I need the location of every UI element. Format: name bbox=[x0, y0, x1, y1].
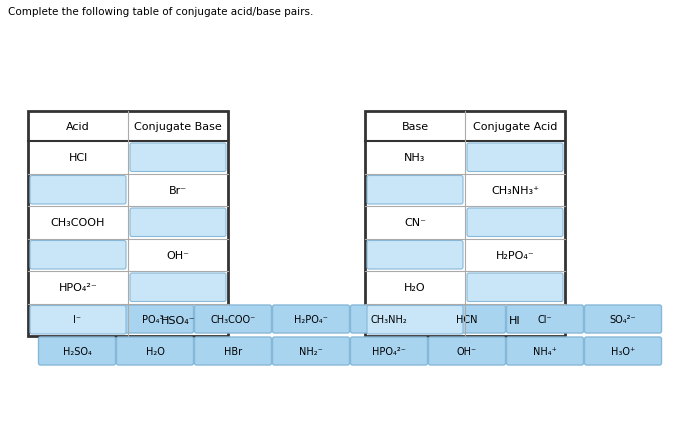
FancyBboxPatch shape bbox=[272, 337, 349, 365]
FancyBboxPatch shape bbox=[584, 337, 662, 365]
FancyBboxPatch shape bbox=[195, 305, 272, 333]
Text: Conjugate Base: Conjugate Base bbox=[134, 122, 222, 132]
FancyBboxPatch shape bbox=[195, 337, 272, 365]
FancyBboxPatch shape bbox=[351, 305, 428, 333]
Text: Conjugate Acid: Conjugate Acid bbox=[473, 122, 557, 132]
FancyBboxPatch shape bbox=[351, 337, 428, 365]
FancyBboxPatch shape bbox=[272, 305, 349, 333]
Bar bbox=[365, 112, 565, 336]
FancyBboxPatch shape bbox=[30, 241, 126, 269]
Text: Base: Base bbox=[401, 122, 428, 132]
FancyBboxPatch shape bbox=[467, 144, 563, 172]
FancyBboxPatch shape bbox=[367, 176, 463, 204]
Text: HPO₄²⁻: HPO₄²⁻ bbox=[59, 282, 97, 293]
FancyBboxPatch shape bbox=[367, 306, 463, 334]
FancyBboxPatch shape bbox=[30, 306, 126, 334]
FancyBboxPatch shape bbox=[507, 337, 584, 365]
FancyBboxPatch shape bbox=[467, 273, 563, 302]
FancyBboxPatch shape bbox=[38, 337, 116, 365]
Text: OH⁻: OH⁻ bbox=[457, 346, 477, 356]
FancyBboxPatch shape bbox=[130, 273, 226, 302]
Text: Cl⁻: Cl⁻ bbox=[538, 314, 552, 324]
Text: H₂PO₄⁻: H₂PO₄⁻ bbox=[294, 314, 328, 324]
Text: NH₂⁻: NH₂⁻ bbox=[299, 346, 323, 356]
Text: H₂SO₄: H₂SO₄ bbox=[62, 346, 92, 356]
Text: Br⁻: Br⁻ bbox=[169, 185, 187, 195]
Text: OH⁻: OH⁻ bbox=[167, 250, 190, 260]
Text: I⁻: I⁻ bbox=[73, 314, 81, 324]
Text: H₂O: H₂O bbox=[146, 346, 164, 356]
FancyBboxPatch shape bbox=[130, 144, 226, 172]
Text: CH₃NH₃⁺: CH₃NH₃⁺ bbox=[491, 185, 539, 195]
FancyBboxPatch shape bbox=[428, 305, 505, 333]
Text: Complete the following table of conjugate acid/base pairs.: Complete the following table of conjugat… bbox=[8, 7, 314, 17]
FancyBboxPatch shape bbox=[367, 241, 463, 269]
FancyBboxPatch shape bbox=[116, 337, 193, 365]
Text: HCN: HCN bbox=[456, 314, 477, 324]
Text: CH₃COOH: CH₃COOH bbox=[51, 218, 105, 228]
Text: SO₄²⁻: SO₄²⁻ bbox=[610, 314, 636, 324]
FancyBboxPatch shape bbox=[38, 305, 116, 333]
Text: CH₃NH₂: CH₃NH₂ bbox=[370, 314, 407, 324]
FancyBboxPatch shape bbox=[584, 305, 662, 333]
Text: CH₃COO⁻: CH₃COO⁻ bbox=[211, 314, 256, 324]
Text: HPO₄²⁻: HPO₄²⁻ bbox=[372, 346, 406, 356]
Bar bbox=[28, 112, 228, 336]
FancyBboxPatch shape bbox=[130, 208, 226, 237]
Text: H₂O: H₂O bbox=[404, 282, 426, 293]
Text: HCl: HCl bbox=[69, 153, 88, 163]
Text: NH₃: NH₃ bbox=[405, 153, 426, 163]
FancyBboxPatch shape bbox=[428, 337, 505, 365]
FancyBboxPatch shape bbox=[507, 305, 584, 333]
Text: HI: HI bbox=[509, 315, 521, 325]
FancyBboxPatch shape bbox=[116, 305, 193, 333]
Text: H₂PO₄⁻: H₂PO₄⁻ bbox=[496, 250, 534, 260]
Text: NH₄⁺: NH₄⁺ bbox=[533, 346, 557, 356]
Text: PO₄³⁻: PO₄³⁻ bbox=[141, 314, 168, 324]
FancyBboxPatch shape bbox=[467, 208, 563, 237]
Text: HBr: HBr bbox=[224, 346, 242, 356]
Text: HSO₄⁻: HSO₄⁻ bbox=[161, 315, 195, 325]
FancyBboxPatch shape bbox=[30, 176, 126, 204]
Text: Acid: Acid bbox=[66, 122, 90, 132]
Text: CN⁻: CN⁻ bbox=[404, 218, 426, 228]
Text: H₃O⁺: H₃O⁺ bbox=[611, 346, 635, 356]
